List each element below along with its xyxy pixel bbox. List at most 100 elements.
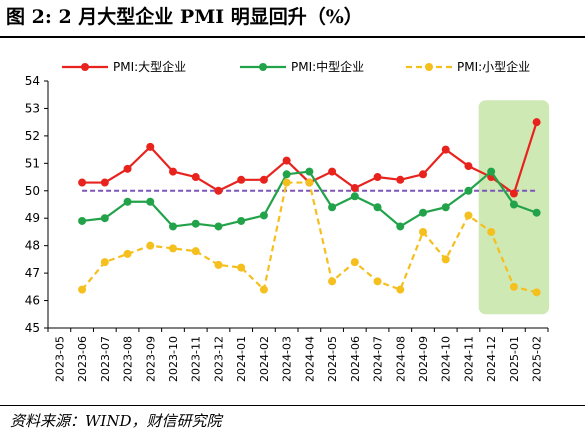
data-point-small bbox=[419, 227, 427, 236]
data-point-large bbox=[214, 186, 223, 195]
data-point-large bbox=[509, 189, 518, 198]
y-tick-label: 47 bbox=[25, 266, 40, 280]
y-tick-label: 54 bbox=[25, 74, 40, 88]
data-point-medium bbox=[78, 216, 87, 225]
data-point-large bbox=[419, 170, 427, 179]
data-point-large bbox=[191, 173, 200, 182]
x-tick-label: 2023-08 bbox=[122, 336, 135, 382]
data-point-small bbox=[259, 285, 268, 294]
data-point-small bbox=[146, 241, 155, 250]
data-point-small bbox=[464, 211, 473, 220]
data-point-large bbox=[328, 167, 337, 176]
x-tick-label: 2024-01 bbox=[235, 336, 248, 382]
x-tick-label: 2024-07 bbox=[372, 336, 385, 382]
x-tick-label: 2024-09 bbox=[417, 336, 430, 382]
x-tick-label: 2025-01 bbox=[508, 336, 521, 382]
x-tick-label: 2024-10 bbox=[440, 336, 453, 382]
data-point-small bbox=[532, 288, 541, 297]
data-point-large bbox=[464, 162, 473, 171]
data-point-medium bbox=[328, 203, 337, 212]
data-point-small bbox=[487, 227, 496, 236]
data-point-large bbox=[350, 184, 359, 193]
data-point-medium bbox=[146, 197, 155, 206]
source-note: 资料来源：WIND，财信研究院 bbox=[10, 412, 222, 430]
data-point-large bbox=[169, 167, 177, 176]
x-tick-label: 2023-09 bbox=[144, 336, 157, 382]
data-point-medium bbox=[532, 208, 541, 217]
x-tick-label: 2024-06 bbox=[349, 336, 362, 382]
data-point-medium bbox=[464, 186, 473, 195]
data-point-medium bbox=[441, 203, 450, 212]
data-point-small bbox=[373, 277, 382, 286]
data-point-small bbox=[191, 247, 200, 256]
x-tick-label: 2023-07 bbox=[99, 336, 112, 382]
data-point-large bbox=[78, 178, 87, 187]
x-tick-label: 2024-02 bbox=[258, 336, 271, 382]
data-point-medium bbox=[419, 208, 427, 217]
data-point-small bbox=[123, 249, 132, 258]
data-point-medium bbox=[373, 203, 382, 212]
data-point-small bbox=[237, 263, 246, 272]
x-tick-label: 2023-05 bbox=[53, 336, 66, 382]
y-tick-label: 49 bbox=[25, 211, 40, 225]
data-point-small bbox=[78, 285, 87, 294]
data-point-medium bbox=[259, 211, 268, 220]
source-rule bbox=[0, 405, 585, 406]
legend-label-large: PMI:大型企业 bbox=[113, 59, 186, 74]
legend-marker-medium bbox=[259, 63, 267, 71]
legend-marker-small bbox=[425, 63, 433, 71]
data-point-medium bbox=[350, 192, 359, 201]
title-rule bbox=[0, 36, 585, 38]
y-tick-label: 51 bbox=[25, 156, 40, 170]
x-tick-label: 2023-11 bbox=[190, 336, 203, 382]
data-point-large bbox=[146, 142, 155, 151]
figure-title: 图 2: 2 月大型企业 PMI 明显回升（%） bbox=[6, 6, 363, 28]
x-tick-label: 2023-12 bbox=[212, 336, 225, 382]
y-tick-label: 48 bbox=[25, 239, 40, 253]
x-tick-label: 2024-12 bbox=[485, 336, 498, 382]
x-tick-label: 2023-10 bbox=[167, 336, 180, 382]
data-point-medium bbox=[282, 170, 291, 179]
data-point-small bbox=[328, 277, 337, 286]
data-point-medium bbox=[169, 222, 177, 231]
data-point-large bbox=[532, 118, 541, 127]
data-point-small bbox=[396, 285, 405, 294]
legend-label-small: PMI:小型企业 bbox=[457, 59, 530, 74]
data-point-medium bbox=[237, 216, 246, 225]
data-point-medium bbox=[214, 222, 223, 231]
data-point-medium bbox=[487, 167, 496, 176]
y-tick-label: 46 bbox=[25, 294, 40, 308]
data-point-large bbox=[259, 175, 268, 184]
data-point-large bbox=[282, 156, 291, 165]
data-point-medium bbox=[305, 167, 314, 176]
data-point-large bbox=[123, 164, 132, 173]
data-point-large bbox=[396, 175, 405, 184]
data-point-small bbox=[100, 258, 109, 267]
x-tick-label: 2024-11 bbox=[462, 336, 475, 382]
x-tick-label: 2024-08 bbox=[394, 336, 407, 382]
y-tick-label: 53 bbox=[25, 101, 40, 115]
data-point-medium bbox=[191, 219, 200, 228]
data-point-small bbox=[214, 260, 223, 269]
data-point-medium bbox=[123, 197, 132, 206]
data-point-small bbox=[509, 282, 518, 291]
pmi-line-chart: 45 46 47 48 49 50 51 52 53 54 2023-05 2023-06 2023-… bbox=[25, 59, 550, 382]
y-tick-label: 52 bbox=[25, 129, 40, 143]
data-point-large bbox=[441, 145, 450, 154]
data-point-medium bbox=[100, 214, 109, 223]
x-tick-label: 2024-03 bbox=[281, 336, 294, 382]
data-point-small bbox=[305, 178, 314, 187]
data-point-small bbox=[282, 178, 291, 187]
data-point-large bbox=[373, 173, 382, 182]
x-tick-label: 2025-02 bbox=[531, 336, 544, 382]
data-point-small bbox=[441, 255, 450, 264]
data-point-large bbox=[237, 175, 246, 184]
data-point-small bbox=[350, 258, 359, 267]
data-point-medium bbox=[396, 222, 405, 231]
data-point-large bbox=[100, 178, 109, 187]
x-tick-label: 2024-05 bbox=[326, 336, 339, 382]
legend-label-medium: PMI:中型企业 bbox=[291, 59, 364, 74]
data-point-small bbox=[169, 244, 177, 253]
x-tick-label: 2024-04 bbox=[303, 336, 316, 382]
x-tick-label: 2023-06 bbox=[76, 336, 89, 382]
